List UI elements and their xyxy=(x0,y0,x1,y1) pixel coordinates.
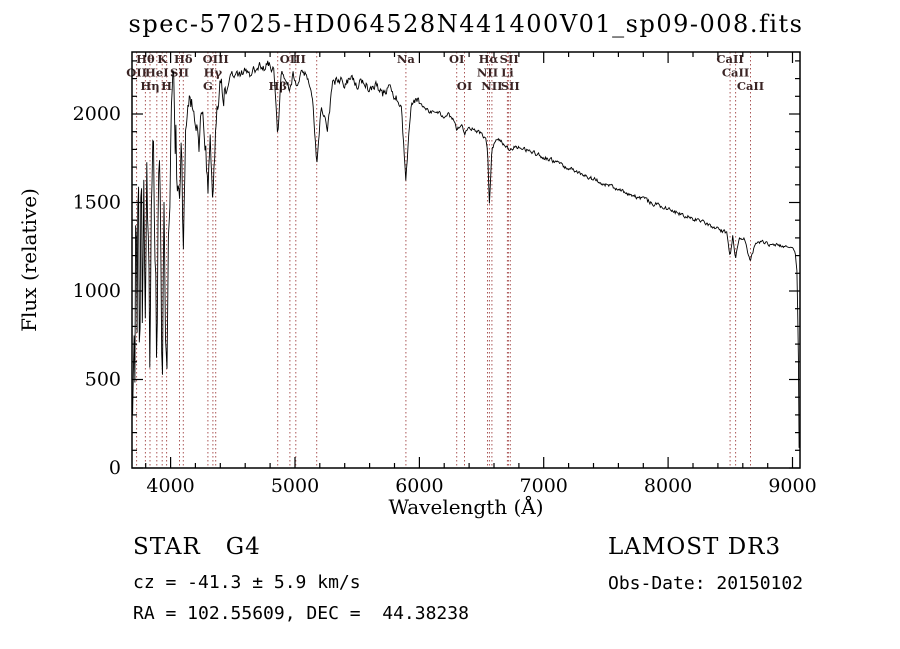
svg-text:Na: Na xyxy=(397,52,416,66)
svg-text:1000: 1000 xyxy=(73,280,121,302)
svg-text:CaII: CaII xyxy=(722,66,749,80)
svg-text:Hδ: Hδ xyxy=(174,52,193,66)
svg-text:CaII: CaII xyxy=(716,52,743,66)
svg-text:Li: Li xyxy=(501,66,514,80)
svg-text:Flux (relative): Flux (relative) xyxy=(17,188,41,332)
svg-text:Hβ: Hβ xyxy=(268,79,287,93)
svg-text:CaII: CaII xyxy=(737,79,764,93)
svg-text:6000: 6000 xyxy=(395,475,443,497)
svg-text:8000: 8000 xyxy=(644,475,692,497)
svg-text:OI: OI xyxy=(457,79,472,93)
svg-text:OIII: OIII xyxy=(203,52,229,66)
svg-text:Hθ: Hθ xyxy=(136,52,155,66)
object-class-label: STAR G4 xyxy=(133,534,261,560)
svg-text:Hγ: Hγ xyxy=(204,66,223,80)
svg-text:1500: 1500 xyxy=(73,192,121,214)
svg-text:5000: 5000 xyxy=(271,475,319,497)
svg-text:4000: 4000 xyxy=(146,475,194,497)
svg-text:H: H xyxy=(161,79,172,93)
svg-text:K: K xyxy=(157,52,168,66)
survey-release-label: LAMOST DR3 xyxy=(608,534,782,560)
svg-text:500: 500 xyxy=(85,369,121,391)
svg-text:7000: 7000 xyxy=(520,475,568,497)
obs-date-label: Obs-Date: 20150102 xyxy=(608,573,804,594)
svg-text:SII: SII xyxy=(170,66,189,80)
svg-text:OII: OII xyxy=(126,66,147,80)
radial-velocity-label: cz = -41.3 ± 5.9 km/s xyxy=(133,572,361,593)
svg-text:0: 0 xyxy=(109,457,121,479)
svg-text:NII: NII xyxy=(481,79,502,93)
plot-title: spec-57025-HD064528N441400V01_sp09-008.f… xyxy=(128,10,804,38)
svg-text:Hη: Hη xyxy=(140,79,159,93)
svg-text:HeI: HeI xyxy=(145,66,169,80)
svg-text:SII: SII xyxy=(500,52,519,66)
svg-text:2000: 2000 xyxy=(73,103,121,125)
svg-text:OI: OI xyxy=(449,52,464,66)
svg-text:Wavelength (Å): Wavelength (Å) xyxy=(388,494,543,519)
svg-text:G: G xyxy=(203,79,213,93)
svg-text:SII: SII xyxy=(501,79,520,93)
svg-text:Hα: Hα xyxy=(479,52,499,66)
svg-text:NII: NII xyxy=(477,66,498,80)
svg-text:9000: 9000 xyxy=(768,475,816,497)
svg-text:OIII: OIII xyxy=(280,52,306,66)
coordinates-label: RA = 102.55609, DEC = 44.38238 xyxy=(133,603,469,624)
